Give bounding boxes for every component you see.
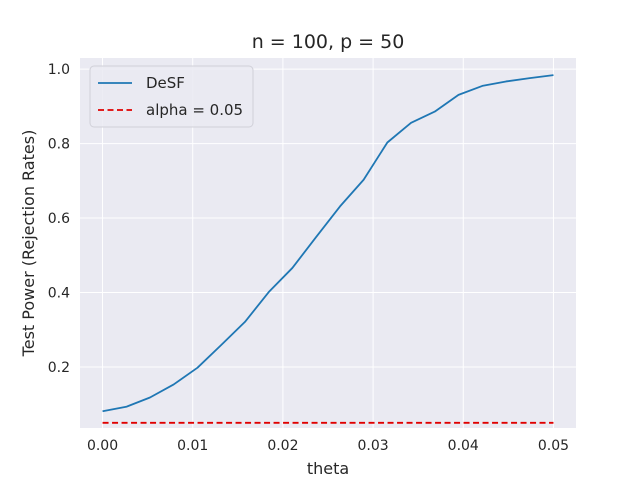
y-tick-label: 1.0 bbox=[48, 62, 70, 78]
x-tick-label: 0.05 bbox=[538, 438, 569, 454]
y-tick-label: 0.2 bbox=[48, 360, 70, 376]
grid bbox=[80, 58, 576, 428]
legend-box bbox=[89, 65, 254, 128]
y-tick-label: 0.8 bbox=[48, 137, 70, 153]
y-axis-label: Test Power (Rejection Rates) bbox=[19, 130, 38, 358]
x-tick-label: 0.04 bbox=[448, 438, 479, 454]
y-tick-label: 0.4 bbox=[48, 286, 70, 302]
y-tick-labels: 0.2 0.4 0.6 0.8 1.0 bbox=[48, 62, 70, 376]
chart-title: n = 100, p = 50 bbox=[252, 31, 405, 53]
legend: DeSF alpha = 0.05 bbox=[89, 65, 254, 128]
x-tick-label: 0.01 bbox=[177, 438, 208, 454]
x-tick-label: 0.02 bbox=[267, 438, 298, 454]
x-tick-label: 0.00 bbox=[87, 438, 118, 454]
y-tick-label: 0.6 bbox=[48, 211, 70, 227]
series-line-desf bbox=[102, 74, 554, 413]
series-layer bbox=[102, 74, 554, 424]
x-tick-labels: 0.00 0.01 0.02 0.03 0.04 0.05 bbox=[87, 438, 569, 454]
x-axis-label: theta bbox=[307, 459, 349, 478]
legend-label-alpha: alpha = 0.05 bbox=[146, 101, 243, 119]
legend-label-desf: DeSF bbox=[146, 74, 185, 92]
x-tick-label: 0.03 bbox=[358, 438, 389, 454]
